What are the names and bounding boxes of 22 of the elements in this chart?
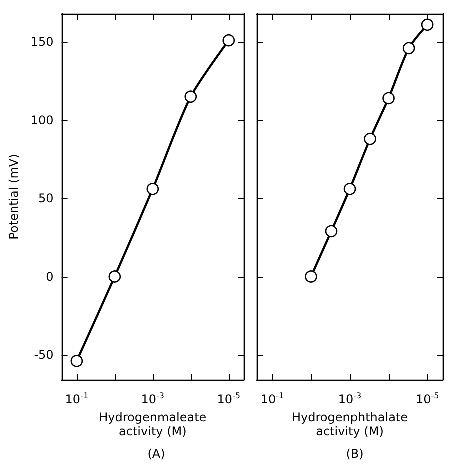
y-axis-title: Potential (mV): [7, 154, 21, 240]
point: [305, 270, 318, 283]
x-axis-title: Hydrogenmaleate activity (M): [99, 410, 207, 438]
point: [364, 132, 376, 146]
point: [402, 42, 416, 55]
y-tick-label: 100: [30, 113, 54, 128]
text: (B): [346, 447, 364, 461]
y-tick-label: 0: [46, 270, 54, 284]
point: [108, 270, 122, 283]
point: [222, 34, 236, 47]
text: (A): [148, 447, 166, 461]
point: [146, 183, 160, 196]
y-tick-label: 50: [38, 192, 54, 206]
point: [382, 92, 395, 105]
point: [184, 90, 198, 104]
y-tick-label: 150: [30, 35, 54, 50]
y-tick-label: -50: [34, 348, 54, 362]
x-axis-title: Hydrogenphthalate activity (M): [292, 410, 408, 438]
point: [325, 225, 338, 238]
point: [421, 18, 434, 32]
point: [70, 355, 84, 368]
point: [344, 183, 356, 196]
